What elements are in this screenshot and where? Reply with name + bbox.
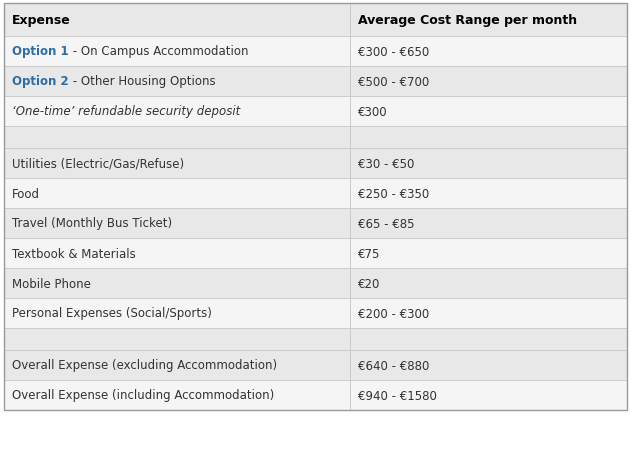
Bar (350, 67, 627, 97)
Bar (350, 127, 627, 149)
Bar (4, 238, 350, 269)
Text: Food: Food (12, 187, 40, 200)
Bar (350, 269, 627, 298)
Text: €500 - €700: €500 - €700 (358, 75, 429, 88)
Text: €250 - €350: €250 - €350 (358, 187, 429, 200)
Bar (4, 380, 350, 410)
Bar (350, 97, 627, 127)
Text: Expense: Expense (12, 14, 71, 27)
Text: Option 2: Option 2 (12, 75, 69, 88)
Text: Personal Expenses (Social/Sports): Personal Expenses (Social/Sports) (12, 307, 212, 320)
Bar (350, 149, 627, 179)
Text: Average Cost Range per month: Average Cost Range per month (358, 14, 577, 27)
Bar (350, 37, 627, 67)
Text: €940 - €1580: €940 - €1580 (358, 388, 437, 401)
Bar (4, 97, 350, 127)
Text: - Other Housing Options: - Other Housing Options (69, 75, 215, 88)
Text: €300: €300 (358, 105, 387, 118)
Text: €65 - €85: €65 - €85 (358, 217, 415, 230)
Bar (4, 350, 350, 380)
Bar (350, 298, 627, 328)
Bar (350, 208, 627, 238)
Bar (350, 380, 627, 410)
Text: ‘One-time’ refundable security deposit: ‘One-time’ refundable security deposit (12, 105, 240, 118)
Text: €640 - €880: €640 - €880 (358, 359, 429, 372)
Bar (4, 149, 350, 179)
Text: €300 - €650: €300 - €650 (358, 45, 429, 58)
Text: - On Campus Accommodation: - On Campus Accommodation (69, 45, 248, 58)
Bar (350, 350, 627, 380)
Text: €75: €75 (358, 247, 380, 260)
Bar (4, 127, 350, 149)
Text: €200 - €300: €200 - €300 (358, 307, 429, 320)
Bar (4, 4, 627, 410)
Text: €20: €20 (358, 277, 380, 290)
Bar (350, 238, 627, 269)
Text: Option 1: Option 1 (12, 45, 69, 58)
Bar (350, 4, 627, 37)
Text: Overall Expense (excluding Accommodation): Overall Expense (excluding Accommodation… (12, 359, 277, 372)
Bar (4, 37, 350, 67)
Text: Utilities (Electric/Gas/Refuse): Utilities (Electric/Gas/Refuse) (12, 157, 184, 170)
Bar (4, 298, 350, 328)
Bar (350, 328, 627, 350)
Text: Textbook & Materials: Textbook & Materials (12, 247, 136, 260)
Text: Overall Expense (including Accommodation): Overall Expense (including Accommodation… (12, 388, 274, 401)
Text: €30 - €50: €30 - €50 (358, 157, 414, 170)
Bar (4, 208, 350, 238)
Text: Mobile Phone: Mobile Phone (12, 277, 91, 290)
Bar (4, 4, 350, 37)
Bar (4, 269, 350, 298)
Bar (4, 67, 350, 97)
Bar (4, 179, 350, 208)
Text: Travel (Monthly Bus Ticket): Travel (Monthly Bus Ticket) (12, 217, 172, 230)
Bar (4, 328, 350, 350)
Bar (350, 179, 627, 208)
